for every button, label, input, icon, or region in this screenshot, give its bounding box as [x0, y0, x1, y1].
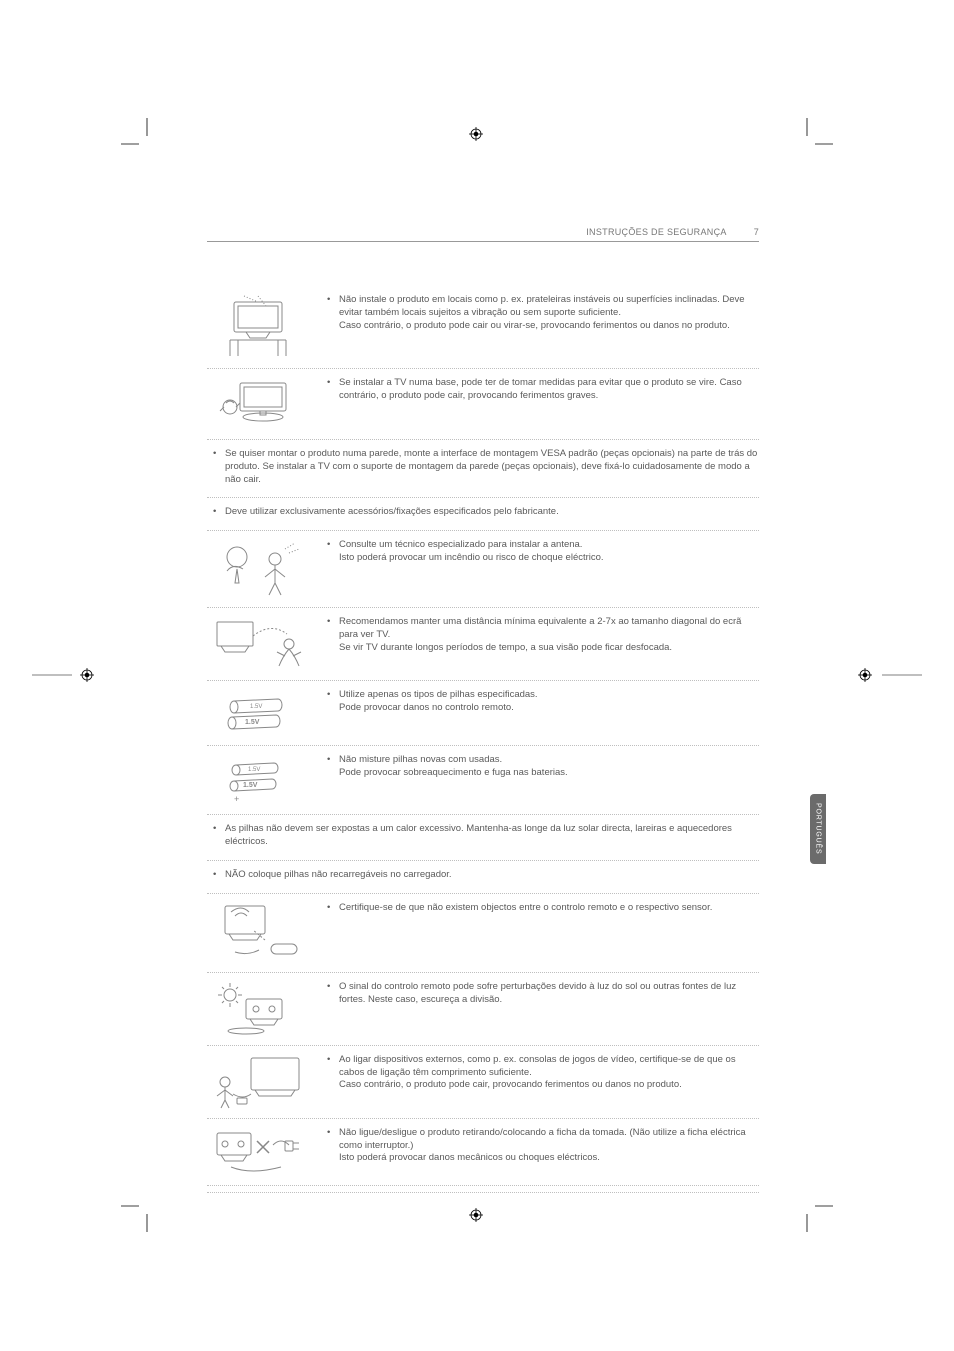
- instruction-text: NÃO coloque pilhas não recarregáveis no …: [207, 869, 759, 882]
- safety-instructions-list: Não instale o produto em locais como p. …: [207, 286, 759, 1193]
- illustration-tv-stand: [207, 377, 315, 431]
- instruction-text: Não misture pilhas novas com usadas.Pode…: [327, 754, 759, 780]
- instruction-row: Se quiser montar o produto numa parede, …: [207, 440, 759, 498]
- trim-guide-tl: [121, 118, 169, 166]
- trim-guide-left: [32, 660, 72, 690]
- page-number: 7: [729, 227, 759, 237]
- illustration-remote-sensor: [207, 902, 315, 964]
- instruction-row: As pilhas não devem ser expostas a um ca…: [207, 815, 759, 861]
- registration-mark-left: [80, 668, 94, 682]
- instruction-row: Deve utilizar exclusivamente acessórios/…: [207, 498, 759, 531]
- illustration-game-console: [207, 1054, 315, 1110]
- trim-guide-right: [882, 660, 922, 690]
- instruction-text: Utilize apenas os tipos de pilhas especi…: [327, 689, 759, 715]
- instruction-row: Se instalar a TV numa base, pode ter de …: [207, 369, 759, 440]
- instruction-row: Certifique-se de que não existem objecto…: [207, 894, 759, 973]
- illustration-batteries: 1.5V 1.5V: [207, 689, 315, 737]
- instruction-text: Recomendamos manter uma distância mínima…: [327, 616, 759, 654]
- language-tab-label: PORTUGUÊS: [815, 803, 822, 854]
- instruction-row: Ao ligar dispositivos externos, como p. …: [207, 1046, 759, 1119]
- trim-guide-br: [785, 1184, 833, 1232]
- registration-mark-right: [858, 668, 872, 682]
- instruction-row: Recomendamos manter uma distância mínima…: [207, 608, 759, 681]
- svg-text:1.5V: 1.5V: [243, 782, 258, 789]
- registration-mark-bottom: [469, 1208, 483, 1222]
- instruction-text: Se instalar a TV numa base, pode ter de …: [327, 377, 759, 403]
- instruction-row: Consulte um técnico especializado para i…: [207, 531, 759, 608]
- instruction-row: O sinal do controlo remoto pode sofre pe…: [207, 973, 759, 1046]
- instruction-row: 1.5V 1.5V + Não misture pilhas novas com u…: [207, 746, 759, 815]
- instruction-row: Não instale o produto em locais como p. …: [207, 286, 759, 369]
- instruction-text: Certifique-se de que não existem objecto…: [327, 902, 759, 915]
- trim-guide-tr: [785, 118, 833, 166]
- instruction-row: 1.5V 1.5V Utilize apenas os tipos de pilh…: [207, 681, 759, 746]
- illustration-power-plug: [207, 1127, 315, 1177]
- section-title: INSTRUÇÕES DE SEGURANÇA: [586, 227, 726, 237]
- instruction-text: Não instale o produto em locais como p. …: [327, 294, 759, 332]
- instruction-row: Não ligue/desligue o produto retirando/c…: [207, 1119, 759, 1186]
- svg-text:1.5V: 1.5V: [250, 704, 262, 710]
- instruction-text: Se quiser montar o produto numa parede, …: [207, 448, 759, 486]
- instruction-text: Deve utilizar exclusivamente acessórios/…: [207, 506, 759, 519]
- page-header: INSTRUÇÕES DE SEGURANÇA 7: [207, 227, 759, 242]
- instruction-text: Ao ligar dispositivos externos, como p. …: [327, 1054, 759, 1092]
- instruction-text: As pilhas não devem ser expostas a um ca…: [207, 823, 759, 849]
- svg-text:1.5V: 1.5V: [248, 767, 260, 773]
- instruction-text: Consulte um técnico especializado para i…: [327, 539, 759, 565]
- svg-text:+: +: [234, 794, 239, 804]
- svg-text:1.5V: 1.5V: [245, 719, 260, 726]
- illustration-antenna-technician: [207, 539, 315, 599]
- page-body: INSTRUÇÕES DE SEGURANÇA 7 Não instale o …: [207, 227, 759, 1193]
- instruction-text: O sinal do controlo remoto pode sofre pe…: [327, 981, 759, 1007]
- registration-mark-top: [469, 127, 483, 141]
- trim-guide-bl: [121, 1184, 169, 1232]
- illustration-viewing-distance: [207, 616, 315, 672]
- instruction-text: Não ligue/desligue o produto retirando/c…: [327, 1127, 759, 1165]
- illustration-unstable-shelf: [207, 294, 315, 360]
- illustration-sunlight: [207, 981, 315, 1037]
- instruction-row: NÃO coloque pilhas não recarregáveis no …: [207, 861, 759, 894]
- illustration-batteries-mixed: 1.5V 1.5V +: [207, 754, 315, 806]
- language-tab: PORTUGUÊS: [810, 794, 826, 864]
